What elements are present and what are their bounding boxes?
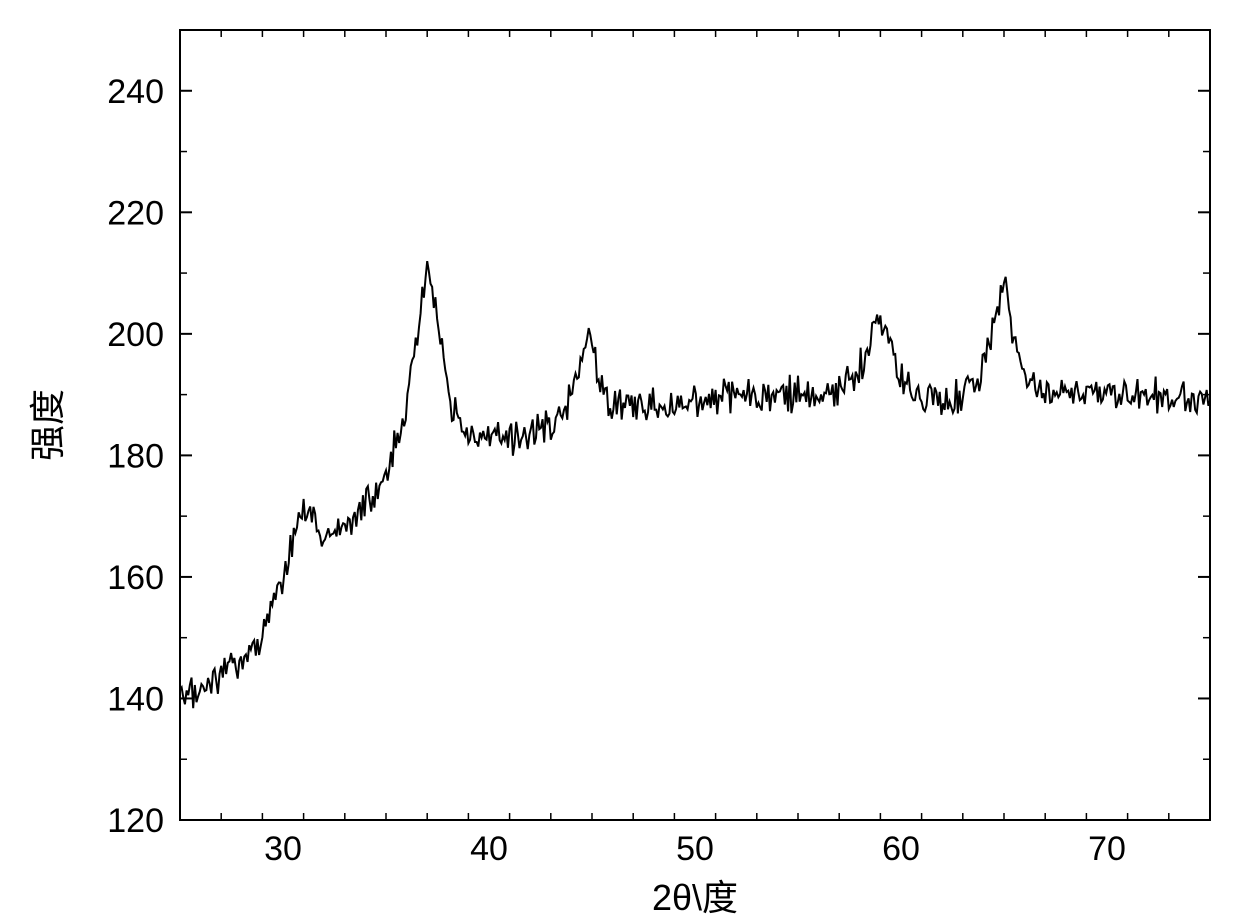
xrd-chart: 30 40 50 60 70 120 140 160 180 200 220 240 2θ\度 强度 [0,0,1240,916]
svg-text:70: 70 [1088,830,1126,868]
svg-text:140: 140 [107,680,164,718]
y-axis-label: 强度 [27,389,68,461]
chart-svg: 30 40 50 60 70 120 140 160 180 200 220 240 2θ\度 强度 [0,0,1240,916]
xrd-data-line [180,261,1210,708]
svg-text:200: 200 [107,316,164,354]
svg-text:180: 180 [107,437,164,475]
x-axis-label: 2θ\度 [652,877,738,916]
svg-text:240: 240 [107,73,164,111]
svg-text:60: 60 [882,830,920,868]
svg-text:30: 30 [264,830,302,868]
svg-text:220: 220 [107,194,164,232]
svg-text:160: 160 [107,559,164,597]
svg-text:40: 40 [470,830,508,868]
svg-text:50: 50 [676,830,714,868]
svg-text:120: 120 [107,802,164,840]
